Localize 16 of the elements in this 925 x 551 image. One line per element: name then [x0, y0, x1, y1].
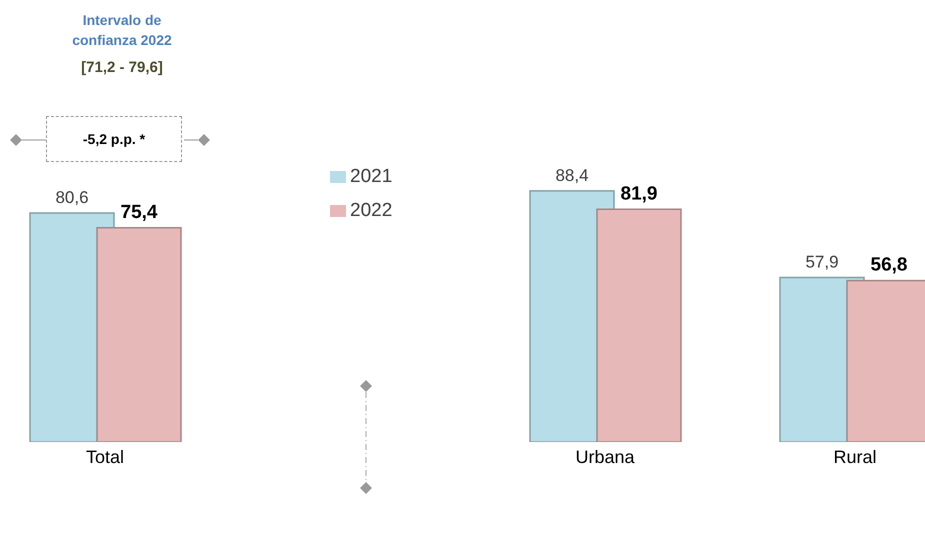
data-label: 57,9 — [805, 252, 839, 272]
data-label: 56,8 — [870, 254, 908, 276]
legend-label: 2022 — [350, 200, 392, 221]
text: -5,2 p.p. * — [46, 116, 182, 162]
text: [71,2 - 79,6] — [80, 58, 164, 78]
x-tick-label: Urbana — [575, 446, 636, 467]
bar — [596, 208, 682, 442]
data-label: 81,9 — [620, 183, 658, 204]
text: Intervalo de confianza 2022 — [71, 11, 173, 50]
data-label: 88,4 — [555, 166, 589, 185]
x-tick-label: Total — [86, 446, 124, 467]
legend-label: 2021 — [350, 166, 392, 187]
bar — [96, 227, 182, 442]
x-tick-label: Rural — [833, 446, 877, 467]
data-label: 75,4 — [120, 202, 158, 223]
data-label: 80,6 — [55, 188, 89, 207]
